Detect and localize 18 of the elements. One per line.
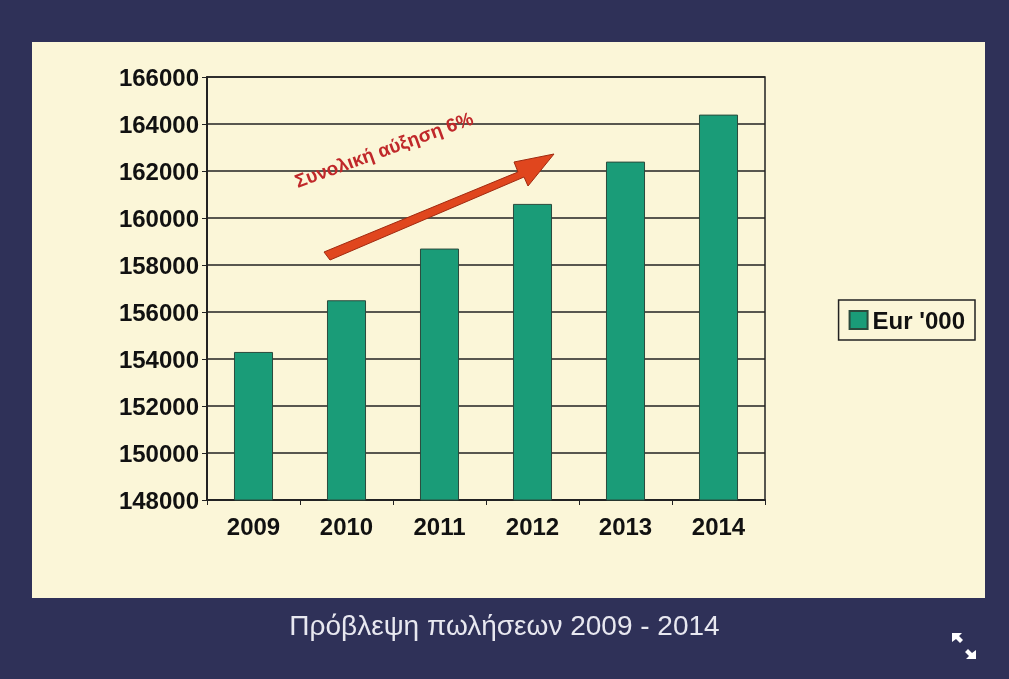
y-tick-label: 156000 (118, 298, 199, 326)
text: Πρόβλεψη πωλήσεων 2009 - 2014 (288, 610, 721, 642)
y-tick-label: 152000 (118, 392, 199, 420)
x-tick-label: 2010 (319, 512, 374, 540)
y-tick-label: 158000 (118, 251, 199, 279)
x-tick-label: 2009 (226, 512, 281, 540)
y-tick-label: 166000 (118, 63, 199, 91)
y-tick-label: 162000 (118, 157, 199, 185)
x-tick-label: 2012 (505, 512, 560, 540)
y-tick-label: 164000 (118, 110, 199, 138)
x-tick-label: 2011 (413, 512, 466, 540)
legend-label: Eur '000 (872, 306, 966, 334)
y-tick-label: 160000 (118, 204, 199, 232)
x-tick-label: 2014 (691, 512, 746, 540)
x-tick-label: 2013 (598, 512, 653, 540)
y-tick-label: 148000 (118, 486, 199, 514)
y-tick-label: 154000 (118, 345, 199, 373)
y-tick-label: 150000 (118, 439, 199, 467)
